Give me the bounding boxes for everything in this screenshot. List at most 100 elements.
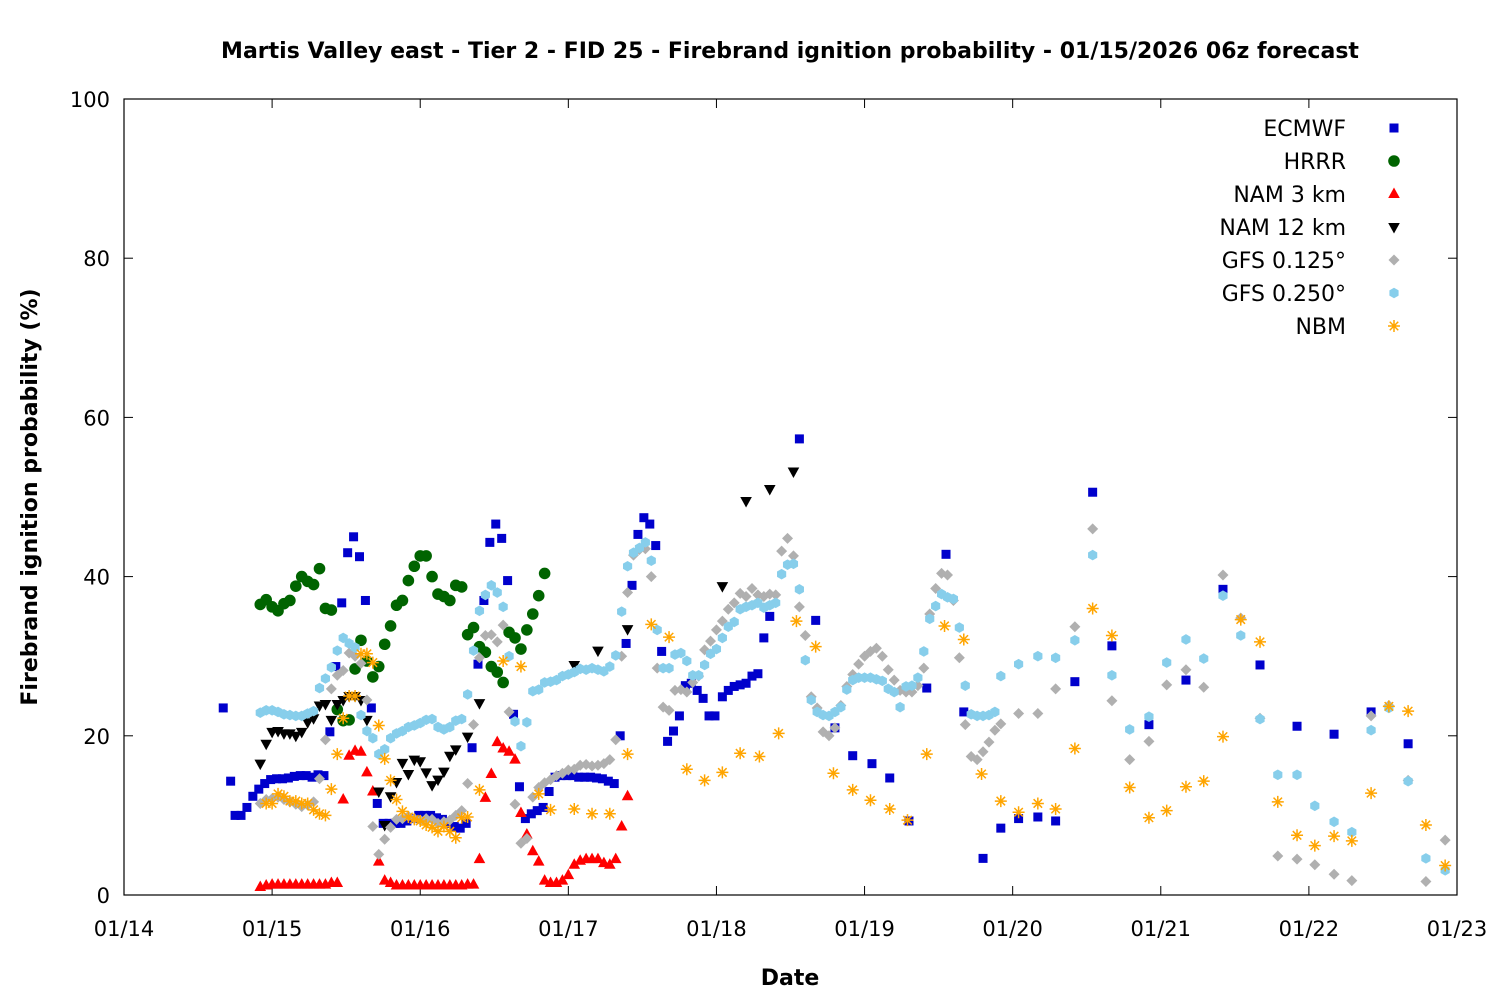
data-point-gfs-0-125 bbox=[746, 583, 758, 595]
data-point-nam-3-km bbox=[556, 874, 569, 885]
data-point-gfs-0-250 bbox=[1421, 853, 1431, 864]
data-point-gfs-0-250 bbox=[1292, 769, 1302, 781]
x-tick-label: 01/15 bbox=[242, 917, 303, 941]
data-point-nam-12-km bbox=[432, 775, 444, 787]
data-point-gfs-0-125 bbox=[888, 674, 900, 686]
data-point-ecmwf bbox=[811, 615, 821, 625]
data-point-gfs-0-250 bbox=[1088, 549, 1098, 561]
data-point-ecmwf bbox=[532, 806, 542, 816]
data-point-ecmwf bbox=[562, 771, 572, 781]
data-point-ecmwf bbox=[621, 638, 631, 648]
data-point-gfs-0-250 bbox=[326, 662, 336, 673]
data-point-gfs-0-250 bbox=[990, 706, 1000, 718]
data-point-nbm bbox=[1382, 700, 1395, 713]
data-point-nbm bbox=[301, 797, 314, 810]
data-point-nbm bbox=[461, 810, 474, 823]
data-point-ecmwf bbox=[349, 532, 359, 542]
legend-item-nam-12-km: NAM 12 km bbox=[1219, 216, 1400, 241]
data-point-gfs-0-250 bbox=[622, 560, 633, 572]
data-point-gfs-0-125 bbox=[1124, 754, 1136, 766]
data-point-nam-3-km bbox=[467, 878, 480, 889]
data-point-gfs-0-125 bbox=[604, 754, 616, 766]
data-point-gfs-0-125 bbox=[793, 601, 805, 613]
data-point-ecmwf bbox=[674, 711, 684, 721]
data-point-ecmwf bbox=[236, 810, 246, 820]
data-point-hrrr bbox=[538, 567, 551, 580]
data-point-gfs-0-125 bbox=[983, 736, 995, 748]
data-point-nbm bbox=[1197, 775, 1210, 788]
data-point-nbm bbox=[1345, 834, 1358, 847]
data-point-ecmwf bbox=[978, 853, 988, 863]
data-point-gfs-0-250 bbox=[700, 659, 710, 671]
legend-marker bbox=[1389, 287, 1399, 299]
data-point-gfs-0-250 bbox=[1403, 775, 1413, 787]
data-point-gfs-0-250 bbox=[800, 654, 810, 666]
data-point-nbm bbox=[544, 803, 557, 816]
data-point-nbm bbox=[378, 752, 391, 765]
data-point-gfs-0-250 bbox=[889, 686, 899, 698]
data-point-gfs-0-125 bbox=[941, 569, 953, 581]
data-point-ecmwf bbox=[741, 678, 751, 688]
legend-label: GFS 0.250° bbox=[1222, 282, 1346, 307]
data-point-nbm bbox=[975, 768, 988, 781]
data-point-gfs-0-250 bbox=[356, 709, 366, 721]
data-point-nbm bbox=[319, 809, 332, 822]
data-point-gfs-0-250 bbox=[919, 646, 929, 657]
data-point-gfs-0-125 bbox=[497, 619, 509, 631]
data-point-hrrr bbox=[455, 581, 468, 593]
data-point-gfs-0-125 bbox=[959, 719, 971, 731]
data-point-ecmwf bbox=[337, 598, 347, 608]
data-point-nam-3-km bbox=[367, 785, 379, 796]
data-point-nbm bbox=[621, 748, 634, 761]
data-point-gfs-0-125 bbox=[918, 662, 930, 674]
data-point-ecmwf bbox=[254, 784, 264, 794]
data-point-nbm bbox=[698, 774, 711, 787]
data-point-ecmwf bbox=[226, 776, 236, 786]
data-point-gfs-0-125 bbox=[971, 754, 983, 766]
data-point-nam-3-km bbox=[604, 858, 616, 869]
data-point-ecmwf bbox=[485, 537, 495, 547]
data-point-nbm bbox=[272, 787, 285, 800]
data-point-nbm bbox=[864, 794, 877, 807]
series-nam-3-km bbox=[254, 735, 634, 892]
data-point-nbm bbox=[1031, 797, 1044, 810]
data-point-ecmwf bbox=[1070, 677, 1080, 687]
data-point-gfs-0-250 bbox=[486, 580, 496, 591]
data-point-gfs-0-125 bbox=[1217, 569, 1229, 581]
data-point-gfs-0-250 bbox=[676, 647, 686, 659]
data-point-gfs-0-125 bbox=[1069, 621, 1081, 633]
data-point-ecmwf bbox=[1255, 660, 1265, 670]
data-point-nam-3-km bbox=[526, 844, 539, 856]
legend-item-hrrr: HRRR bbox=[1284, 150, 1400, 175]
data-point-gfs-0-125 bbox=[509, 798, 521, 810]
data-point-nam-12-km bbox=[319, 699, 332, 711]
data-point-nbm bbox=[1160, 804, 1173, 817]
data-point-ecmwf bbox=[260, 779, 270, 789]
data-point-nbm bbox=[663, 631, 676, 644]
data-point-gfs-0-250 bbox=[646, 555, 656, 566]
data-point-ecmwf bbox=[586, 772, 596, 782]
data-point-gfs-0-250 bbox=[1329, 816, 1339, 828]
data-point-gfs-0-125 bbox=[521, 832, 533, 844]
data-point-hrrr bbox=[290, 580, 302, 592]
data-point-ecmwf bbox=[941, 549, 951, 559]
data-point-gfs-0-250 bbox=[711, 643, 722, 655]
data-point-nbm bbox=[1291, 829, 1304, 842]
data-point-nam-3-km bbox=[331, 876, 344, 888]
data-point-gfs-0-125 bbox=[1272, 850, 1284, 862]
data-point-nbm bbox=[313, 807, 326, 820]
data-point-nam-3-km bbox=[491, 735, 504, 747]
data-point-gfs-0-125 bbox=[622, 587, 634, 599]
data-point-nbm bbox=[443, 825, 456, 838]
data-point-gfs-0-125 bbox=[1439, 834, 1451, 846]
data-point-gfs-0-125 bbox=[953, 652, 965, 664]
data-point-gfs-0-250 bbox=[445, 721, 455, 733]
data-point-nbm bbox=[1328, 830, 1341, 843]
data-point-ecmwf bbox=[1218, 584, 1228, 594]
data-point-gfs-0-125 bbox=[995, 718, 1007, 730]
data-point-ecmwf bbox=[1033, 812, 1043, 822]
data-point-gfs-0-125 bbox=[853, 658, 865, 670]
data-point-ecmwf bbox=[848, 751, 858, 761]
legend-item-gfs-0-250: GFS 0.250° bbox=[1222, 282, 1399, 307]
